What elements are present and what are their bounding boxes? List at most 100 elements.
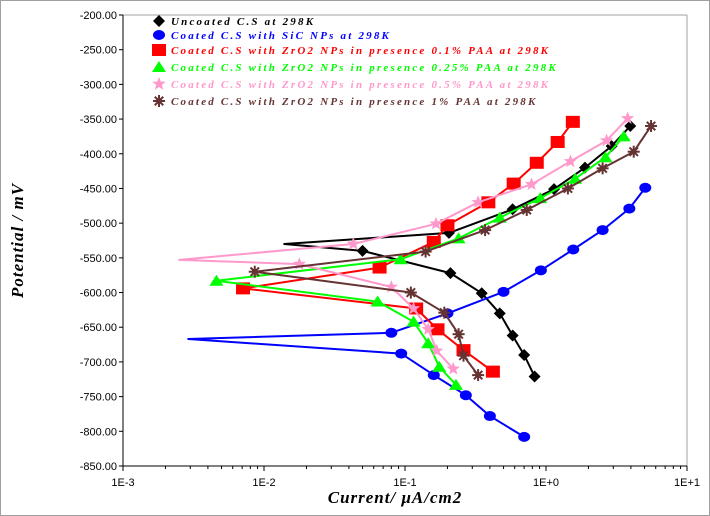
data-point: [459, 390, 472, 401]
data-point: [568, 172, 583, 184]
data-point: [506, 329, 519, 342]
legend-item: Coated C.S with SiC NPs at 298K: [153, 30, 391, 42]
data-point: [406, 301, 421, 315]
data-point: [395, 348, 408, 359]
y-axis-label: Potential / mV: [8, 182, 27, 299]
data-point: [639, 182, 652, 193]
data-point: [446, 361, 460, 375]
data-point: [449, 378, 464, 390]
data-point: [523, 206, 530, 213]
x-tick-label: 1E+1: [674, 477, 700, 489]
legend-label: Coated C.S with ZrO2 NPs in presence 0.2…: [171, 62, 558, 74]
legend-marker-square-icon: [152, 44, 166, 56]
data-point: [407, 289, 414, 296]
y-tick-label: -800.00: [80, 426, 117, 438]
series-line: [215, 135, 625, 386]
series-line: [178, 117, 629, 370]
y-tick-label: -500.00: [80, 218, 117, 230]
data-point: [385, 327, 398, 338]
data-point: [620, 111, 635, 124]
data-point: [485, 365, 500, 378]
data-point: [598, 151, 613, 163]
data-point: [624, 120, 637, 133]
data-point: [356, 244, 369, 257]
legend-marker-triangle-icon: [152, 61, 166, 72]
legend-item: Coated C.S with ZrO2 NPs in presence 0.2…: [152, 61, 558, 74]
y-tick-label: -600.00: [80, 288, 117, 300]
data-point: [550, 135, 565, 148]
legend-label: Coated C.S with ZrO2 NPs in presence 0.5…: [171, 79, 550, 91]
data-point: [567, 244, 580, 255]
data-point: [492, 211, 507, 223]
data-point: [429, 216, 443, 230]
data-point: [623, 203, 636, 214]
y-tick-label: -250.00: [80, 45, 117, 57]
y-tick-label: -750.00: [80, 392, 117, 404]
y-tick-label: -400.00: [80, 149, 117, 161]
y-tick-label: -350.00: [80, 114, 117, 126]
data-point: [475, 372, 482, 379]
legend-item: Coated C.S with ZrO2 NPs in presence 0.5…: [152, 77, 550, 91]
data-point: [528, 370, 541, 383]
data-point: [430, 323, 445, 336]
legend-item: Uncoated C.S at 298K: [153, 15, 315, 28]
data-point: [432, 360, 447, 372]
data-point: [441, 309, 448, 316]
data-point: [534, 265, 547, 276]
x-tick-label: 1E-1: [393, 477, 416, 489]
data-point: [370, 295, 385, 307]
data-point: [518, 348, 531, 361]
data-point: [564, 185, 571, 192]
data-point: [421, 337, 436, 349]
legend-label: Coated C.S with SiC NPs at 298K: [171, 30, 391, 42]
data-point: [471, 195, 485, 208]
data-point: [599, 133, 614, 147]
series-3: [209, 130, 631, 390]
x-tick-label: 1E-2: [252, 477, 275, 489]
data-point: [292, 257, 306, 270]
y-tick-label: -550.00: [80, 253, 117, 265]
data-point: [563, 154, 578, 168]
y-tick-label: -700.00: [80, 357, 117, 369]
legend-label: Uncoated C.S at 298K: [171, 16, 315, 28]
series-line: [242, 121, 574, 373]
data-point: [518, 431, 531, 442]
x-tick-label: 1E+0: [533, 477, 559, 489]
series-line: [187, 187, 647, 438]
data-point: [384, 280, 398, 293]
data-point: [460, 352, 467, 359]
data-point: [599, 165, 606, 172]
data-point: [421, 322, 435, 335]
series-4: [178, 111, 635, 375]
legend-marker-asterisk-icon: [156, 98, 162, 104]
data-point: [497, 286, 510, 297]
data-point: [251, 268, 258, 275]
legend-label: Coated C.S with ZrO2 NPs in presence 0.1…: [171, 45, 550, 57]
data-point: [406, 315, 421, 327]
x-axis-label: Current/ μA/cm2: [328, 488, 463, 507]
data-point: [427, 370, 440, 381]
data-point: [483, 411, 496, 422]
legend-marker-circle-icon: [153, 30, 165, 40]
data-point: [430, 343, 444, 357]
series-1: [187, 182, 652, 442]
data-point: [596, 225, 609, 236]
series-5: [248, 120, 658, 382]
legend-item: Coated C.S with ZrO2 NPs in presence 1% …: [153, 95, 538, 108]
data-point: [565, 115, 580, 128]
y-tick-label: -850.00: [80, 461, 117, 473]
data-point: [475, 287, 488, 300]
series-2: [236, 115, 580, 378]
data-point: [524, 177, 539, 190]
legend-label: Coated C.S with ZrO2 NPs in presence 1% …: [171, 96, 538, 108]
data-point: [529, 156, 544, 169]
data-point: [630, 148, 637, 155]
data-point: [455, 331, 462, 338]
data-point: [440, 219, 455, 232]
y-tick-label: -450.00: [80, 183, 117, 195]
data-point: [393, 253, 408, 265]
y-tick-label: -300.00: [80, 79, 117, 91]
legend-marker-diamond-icon: [153, 15, 165, 27]
legend-marker-star-icon: [152, 77, 166, 90]
